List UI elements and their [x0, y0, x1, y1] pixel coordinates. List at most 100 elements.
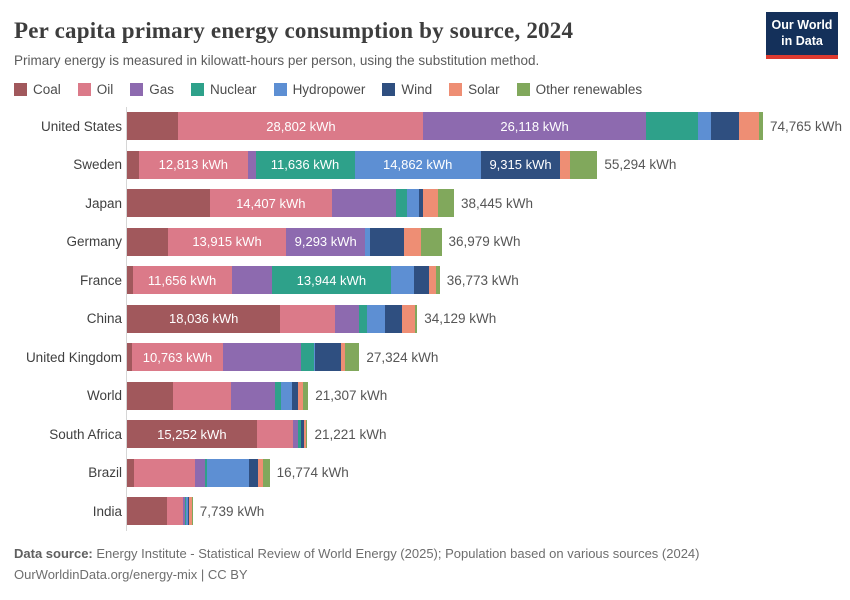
bar-segment-oil[interactable] — [172, 381, 231, 410]
bar-segment-gas[interactable] — [334, 304, 360, 333]
bar-segment-coal[interactable]: 18,036 kWh — [127, 304, 281, 333]
bar-segment-other-renewables[interactable] — [570, 150, 598, 179]
bar-segment-oil[interactable]: 13,915 kWh — [167, 227, 287, 256]
bar-segment-other-renewables[interactable] — [306, 420, 308, 449]
row-label-japan[interactable]: Japan — [85, 195, 122, 211]
bar-segment-nuclear[interactable] — [205, 458, 207, 487]
bar-segment-gas[interactable] — [293, 420, 298, 449]
bar-segment-other-renewables[interactable] — [191, 497, 193, 526]
bar-segment-wind[interactable] — [248, 458, 259, 487]
bar-segment-hydropower[interactable]: 14,862 kWh — [354, 150, 481, 179]
bar-segment-wind[interactable] — [711, 112, 740, 141]
bar-segment-coal[interactable] — [127, 150, 139, 179]
owid-logo[interactable]: Our World in Data — [766, 12, 838, 60]
bar-segment-hydropower[interactable] — [207, 458, 249, 487]
bar-segment-solar[interactable] — [429, 266, 437, 295]
bar-segment-gas[interactable] — [182, 497, 186, 526]
bar-segment-coal[interactable] — [127, 227, 168, 256]
bar-segment-hydropower[interactable] — [698, 112, 712, 141]
row-label-germany[interactable]: Germany — [66, 234, 122, 250]
bar-segment-gas[interactable] — [247, 150, 256, 179]
bar-segment-oil[interactable] — [280, 304, 335, 333]
bar-segment-other-renewables[interactable] — [415, 304, 418, 333]
row-label-united-states[interactable]: United States — [40, 118, 122, 134]
bar-segment-hydropower[interactable] — [185, 497, 189, 526]
bar-segment-oil[interactable]: 12,813 kWh — [138, 150, 248, 179]
bar-segment-oil[interactable] — [166, 497, 183, 526]
bar-segment-solar[interactable] — [298, 381, 304, 410]
row-label-china[interactable]: China — [86, 311, 122, 327]
bar-segment-oil[interactable]: 11,656 kWh — [132, 266, 232, 295]
legend-item-wind[interactable]: Wind — [382, 82, 432, 97]
bar-segment-solar[interactable] — [303, 420, 307, 449]
bar-segment-nuclear[interactable] — [274, 381, 282, 410]
bar-segment-solar[interactable] — [258, 458, 264, 487]
bar-segment-wind[interactable] — [292, 381, 299, 410]
bar-segment-oil[interactable]: 14,407 kWh — [209, 189, 333, 218]
row-label-brazil[interactable]: Brazil — [88, 465, 122, 481]
bar-segment-nuclear[interactable] — [297, 420, 301, 449]
bar-segment-nuclear[interactable] — [301, 343, 314, 372]
bar-segment-other-renewables[interactable] — [344, 343, 360, 372]
bar-segment-other-renewables[interactable] — [758, 112, 763, 141]
bar-segment-wind[interactable] — [414, 266, 430, 295]
bar-segment-wind[interactable]: 9,315 kWh — [480, 150, 561, 179]
bar-segment-coal[interactable]: 15,252 kWh — [127, 420, 257, 449]
bar-segment-other-renewables[interactable] — [437, 189, 454, 218]
bar-segment-coal[interactable] — [127, 189, 210, 218]
row-label-south-africa[interactable]: South Africa — [49, 426, 122, 442]
bar-segment-wind[interactable] — [419, 189, 423, 218]
legend-item-hydropower[interactable]: Hydropower — [273, 82, 365, 97]
row-label-world[interactable]: World — [86, 388, 122, 404]
bar-segment-hydropower[interactable] — [366, 304, 386, 333]
bar-segment-wind[interactable] — [370, 227, 404, 256]
bar-segment-wind[interactable] — [188, 497, 190, 526]
bar-segment-solar[interactable] — [341, 343, 345, 372]
bar-segment-coal[interactable] — [127, 497, 167, 526]
legend-item-other-renewables[interactable]: Other renewables — [516, 82, 642, 97]
bar-segment-oil[interactable]: 10,763 kWh — [131, 343, 224, 372]
license-line[interactable]: OurWorldinData.org/energy-mix | CC BY — [14, 567, 248, 583]
bar-segment-other-renewables[interactable] — [436, 266, 440, 295]
bar-segment-solar[interactable] — [403, 227, 421, 256]
bar-segment-wind[interactable] — [300, 420, 304, 449]
legend-item-oil[interactable]: Oil — [77, 82, 113, 97]
bar-segment-nuclear[interactable] — [359, 304, 367, 333]
bar-segment-nuclear[interactable] — [185, 497, 186, 526]
bar-segment-gas[interactable]: 26,118 kWh — [423, 112, 646, 141]
bar-segment-nuclear[interactable] — [645, 112, 699, 141]
bar-segment-other-renewables[interactable] — [303, 381, 309, 410]
bar-segment-hydropower[interactable] — [281, 381, 293, 410]
bar-segment-solar[interactable] — [402, 304, 416, 333]
bar-segment-solar[interactable] — [739, 112, 759, 141]
bar-segment-oil[interactable] — [256, 420, 294, 449]
row-label-france[interactable]: France — [79, 272, 122, 288]
bar-segment-gas[interactable] — [194, 458, 205, 487]
bar-segment-solar[interactable] — [560, 150, 571, 179]
bar-segment-hydropower[interactable] — [390, 266, 415, 295]
bar-segment-hydropower[interactable] — [365, 227, 371, 256]
bar-segment-coal[interactable] — [127, 458, 134, 487]
legend-item-coal[interactable]: Coal — [14, 82, 61, 97]
bar-segment-gas[interactable] — [231, 266, 273, 295]
bar-segment-gas[interactable] — [230, 381, 275, 410]
bar-segment-oil[interactable] — [133, 458, 195, 487]
row-label-united-kingdom[interactable]: United Kingdom — [25, 349, 122, 365]
bar-segment-wind[interactable] — [385, 304, 403, 333]
bar-segment-nuclear[interactable]: 13,944 kWh — [272, 266, 391, 295]
bar-segment-solar[interactable] — [422, 189, 438, 218]
bar-segment-other-renewables[interactable] — [263, 458, 270, 487]
row-label-sweden[interactable]: Sweden — [73, 157, 122, 173]
bar-segment-wind[interactable] — [315, 343, 341, 372]
legend-item-solar[interactable]: Solar — [449, 82, 500, 97]
bar-segment-nuclear[interactable] — [395, 189, 408, 218]
bar-segment-solar[interactable] — [189, 497, 192, 526]
bar-segment-other-renewables[interactable] — [420, 227, 442, 256]
bar-segment-coal[interactable] — [127, 343, 132, 372]
bar-segment-gas[interactable] — [332, 189, 396, 218]
bar-segment-coal[interactable] — [127, 381, 173, 410]
bar-segment-gas[interactable] — [223, 343, 302, 372]
bar-segment-nuclear[interactable]: 11,636 kWh — [255, 150, 355, 179]
bar-segment-hydropower[interactable] — [313, 343, 316, 372]
legend-item-gas[interactable]: Gas — [130, 82, 174, 97]
